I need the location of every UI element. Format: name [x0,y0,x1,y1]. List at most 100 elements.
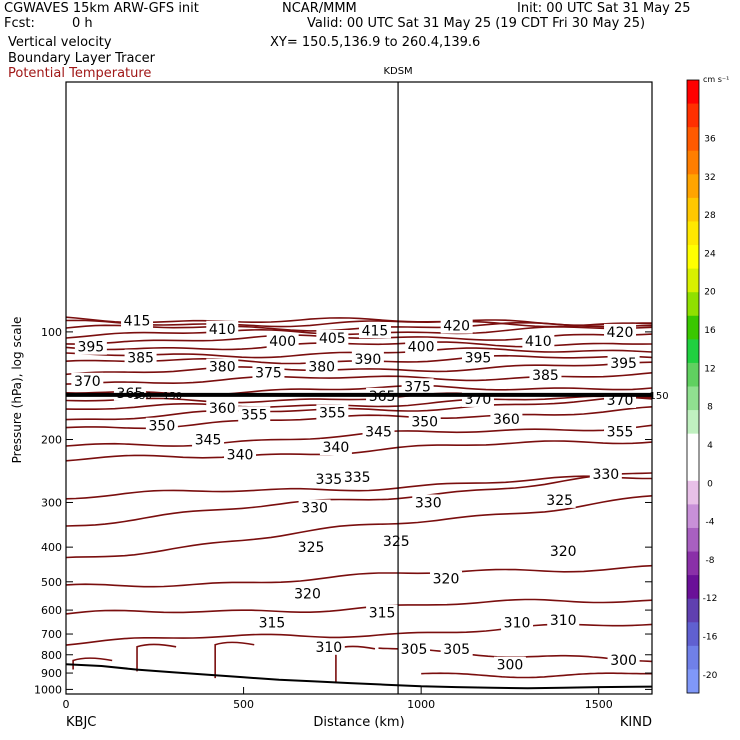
isentrope-label-bg-390-0 [351,350,384,367]
isentrope-label-bg-310-0 [312,638,345,655]
isentrope-label-bg-345-0 [192,431,225,448]
station-title: KDSM [383,66,412,77]
forecast-label: Fcst: [4,16,35,31]
isentrope-label-bg-400-1 [405,338,438,355]
colorbar-cell-20 [687,551,699,576]
colorbar-cell-1 [687,103,699,128]
colorbar-label-4: 20 [704,288,716,298]
isentrope-label-360-0: 360 [209,401,236,417]
isentrope-label-bg-370-0 [71,372,104,389]
isentrope-label-380-0: 380 [209,360,236,376]
isentrope-label-385-1: 385 [532,368,559,384]
colorbar-cell-22 [687,598,699,623]
colorbar-cell-6 [687,221,699,246]
isentrope-label-bg-315-0 [255,614,288,631]
isentrope-label-bg-415-0 [121,312,154,329]
isentrope-label-bg-330-0 [298,499,331,516]
isentrope-label-bg-310-2 [547,612,580,629]
isentrope-label-bg-330-2 [589,466,622,483]
isentrope-label-bg-375-0 [252,364,285,381]
isentrope-label-325-0: 325 [298,540,325,556]
isentrope-label-310-2: 310 [550,613,577,629]
isentrope-label-bg-330-1 [412,494,445,511]
colorbar-label-0: 36 [704,134,716,144]
isentrope-label-320-0: 320 [294,587,321,603]
blt-label-2: 150 [650,391,669,402]
isentrope-label-bg-395-1 [461,349,494,366]
colorbar-label-5: 16 [704,326,716,336]
colorbar-cell-4 [687,174,699,199]
isentrope-label-315-0: 315 [259,616,286,632]
colorbar-frame [686,79,700,694]
isentrope-label-395-2: 395 [610,356,637,372]
isentrope-label-420-0: 420 [443,319,470,335]
terrain-line [65,663,653,690]
isentrope-label-350-1: 350 [411,414,438,430]
plot-frame [65,81,653,695]
isentrope-label-bg-410-0 [206,320,239,337]
tracer-curtain-0 [72,657,113,670]
isentrope-label-385-0: 385 [127,351,154,367]
isentrope-label-bg-385-0 [124,349,157,366]
isentrope-label-415-0: 415 [124,314,151,330]
colorbar-label-7: 8 [707,403,713,413]
isentrope-420 [65,316,653,328]
isentrope-label-bg-340-0 [224,446,257,463]
colorbar-cell-0 [687,80,699,104]
isentrope-label-bg-415-1 [358,322,391,339]
isentrope-label-bg-320-0 [291,585,324,602]
isentrope-315 [65,598,653,615]
isentrope-label-305-1: 305 [443,642,470,658]
isentrope-label-340-0: 340 [227,447,254,463]
isentrope-label-355-0: 355 [241,407,268,423]
isentrope-label-bg-340-1 [319,439,352,456]
field-boundary-layer-tracer: Boundary Layer Tracer [8,51,155,66]
isentrope-label-320-1: 320 [433,572,460,588]
blt-label-1: 150 [163,391,182,402]
colorbar-cell-24 [687,645,699,670]
colorbar-cell-25 [687,669,699,694]
isentrope-label-345-0: 345 [195,433,222,449]
y-tick-label-2: 300 [41,496,62,509]
isentrope-320 [65,564,653,588]
isentrope-label-bg-345-1 [362,423,395,440]
isentrope-label-305-0: 305 [401,642,428,658]
isentrope-label-370-2: 370 [607,393,634,409]
isentrope-label-375-0: 375 [255,366,282,382]
y-tick-label-7: 800 [41,649,62,662]
colorbar-label-12: -12 [703,594,718,604]
x-tick-label-3: 1500 [585,698,613,711]
isentrope-label-bg-300-1 [607,651,640,668]
isentrope-label-355-2: 355 [607,425,634,441]
isentrope-label-310-0: 310 [315,640,342,656]
isentrope-label-bg-355-0 [238,406,271,423]
endpoint-left-label: KBJC [66,715,96,730]
isentrope-label-395-1: 395 [465,351,492,367]
blt-label-0: 150 [133,391,152,402]
colorbar-cell-5 [687,197,699,222]
colorbar-unit: cm s⁻¹ [703,75,729,84]
field-potential-temperature: Potential Temperature [8,66,152,81]
isentrope-label-bg-400-0 [266,332,299,349]
y-tick-label-3: 400 [41,541,62,554]
isentrope-300 [421,672,652,679]
isentrope-label-365-1: 365 [369,389,396,405]
colorbar-label-10: -4 [706,518,715,528]
colorbar-cell-16 [687,457,699,482]
colorbar-cell-19 [687,527,699,552]
isentrope-label-335-0: 335 [315,472,342,488]
isentrope-label-bg-410-1 [522,332,555,349]
isentrope-label-300-0: 300 [497,658,524,674]
isentrope-label-bg-305-1 [440,641,473,658]
isentrope-label-350-0: 350 [149,419,176,435]
isentrope-label-420-1: 420 [607,325,634,341]
isentrope-415 [65,319,652,328]
colorbar-cell-11 [687,339,699,364]
colorbar-cell-7 [687,245,699,270]
isentrope-label-bg-395-2 [607,354,640,371]
colorbar-label-8: 4 [707,441,713,451]
endpoint-right-label: KIND [620,715,652,730]
isentrope-label-355-1: 355 [319,405,346,421]
